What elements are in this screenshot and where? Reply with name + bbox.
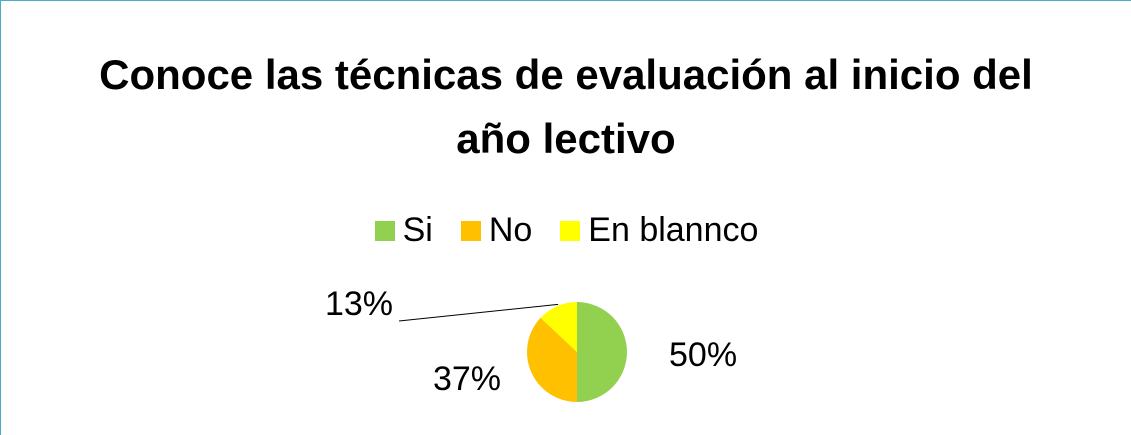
legend-label: En blannco [588, 211, 759, 249]
legend-swatch [560, 220, 581, 241]
legend-item: No [460, 211, 533, 250]
leader-line [398, 303, 559, 322]
legend: Si No En blannco [1, 211, 1131, 250]
pie-slice [577, 302, 627, 402]
chart-title: Conoce las técnicas de evaluación al ini… [99, 51, 1033, 162]
legend-label: Si [402, 211, 433, 249]
data-label: 13% [325, 285, 393, 323]
legend-label: No [488, 211, 533, 249]
legend-item: Si [374, 211, 433, 250]
legend-swatch [460, 220, 481, 241]
legend-swatch [374, 220, 395, 241]
pie-slice [527, 317, 577, 402]
data-label: 37% [433, 360, 501, 398]
data-label: 50% [669, 336, 737, 374]
pie-slice [540, 302, 577, 352]
legend-item: En blannco [560, 211, 758, 250]
